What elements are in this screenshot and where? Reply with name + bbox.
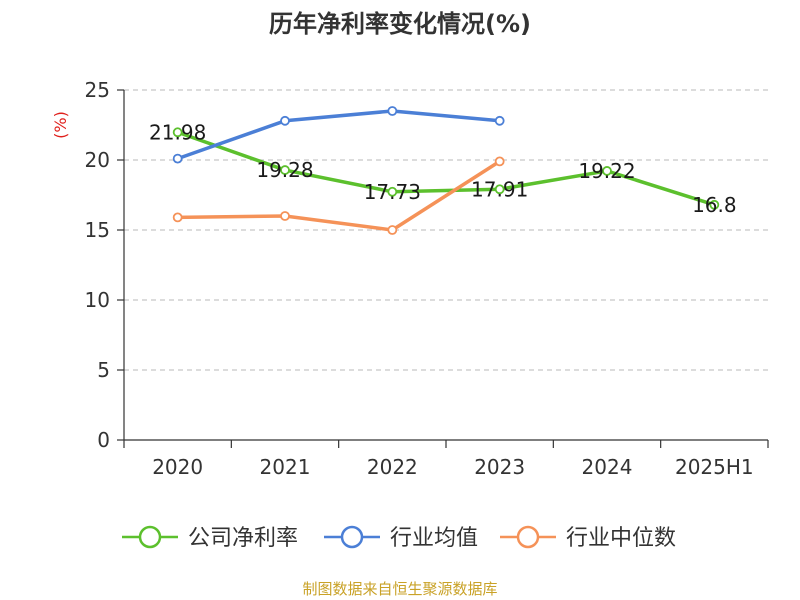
- data-label: 21.98: [149, 120, 206, 144]
- data-point: [387, 186, 398, 197]
- series-lines: [172, 106, 720, 235]
- legend-item-3: 行业中位数: [500, 525, 676, 551]
- legend-label: 公司净利率: [188, 526, 298, 551]
- y-tick-label: 15: [85, 218, 110, 242]
- x-tick-label: 2022: [367, 455, 418, 479]
- series-line: [177, 130, 715, 207]
- data-point: [280, 115, 290, 126]
- data-point: [172, 127, 183, 138]
- y-tick-label: 20: [85, 148, 110, 172]
- series-1: [172, 127, 720, 210]
- data-label: 17.73: [364, 180, 421, 204]
- legend-label: 行业均值: [390, 526, 478, 551]
- legend: 公司净利率 行业均值 行业中位数: [122, 525, 676, 551]
- x-tick-label: 2024: [582, 455, 633, 479]
- grid-lines: [124, 89, 768, 371]
- x-tick-label: 2020: [152, 455, 203, 479]
- data-point: [172, 212, 183, 223]
- x-tick-label: 2023: [474, 455, 525, 479]
- y-tick-label: 5: [97, 358, 110, 382]
- data-label: 19.22: [578, 159, 635, 183]
- x-tick-label: 2021: [260, 455, 311, 479]
- data-label: 17.91: [471, 177, 528, 201]
- data-point: [172, 153, 183, 164]
- y-tick-label: 10: [85, 288, 110, 312]
- axes: 0 5 10 15 20 25 2020 2021 2022 2023 2024 2025H1: [85, 78, 769, 479]
- data-point: [494, 184, 505, 195]
- data-label: 19.28: [256, 158, 313, 182]
- data-labels: 21.98 19.28 17.73 17.91 19.22 16.8: [149, 120, 737, 217]
- legend-item-1: 公司净利率: [122, 525, 298, 551]
- series-line: [177, 109, 500, 161]
- y-tick-label: 25: [85, 78, 110, 102]
- data-point: [387, 225, 398, 235]
- y-axis-label: (%): [51, 111, 70, 139]
- series-2: [172, 106, 505, 164]
- source-note: 制图数据来自恒生聚源数据库: [302, 580, 497, 598]
- series-3: [172, 156, 505, 235]
- data-label: 16.8: [692, 193, 737, 217]
- data-point: [494, 156, 505, 167]
- legend-label: 行业中位数: [566, 526, 676, 551]
- legend-item-2: 行业均值: [324, 525, 478, 551]
- data-point: [494, 115, 505, 126]
- data-point: [280, 211, 290, 221]
- chart-title: 历年净利率变化情况(%): [269, 10, 531, 38]
- legend-marker: [516, 525, 540, 549]
- y-tick-label: 0: [97, 428, 110, 452]
- data-point: [602, 166, 612, 176]
- x-tick-label: 2025H1: [675, 455, 754, 479]
- data-point: [280, 165, 290, 175]
- legend-marker: [138, 525, 162, 549]
- series-line: [177, 159, 501, 232]
- data-point: [709, 199, 720, 210]
- legend-marker: [340, 525, 364, 549]
- data-point: [387, 106, 398, 116]
